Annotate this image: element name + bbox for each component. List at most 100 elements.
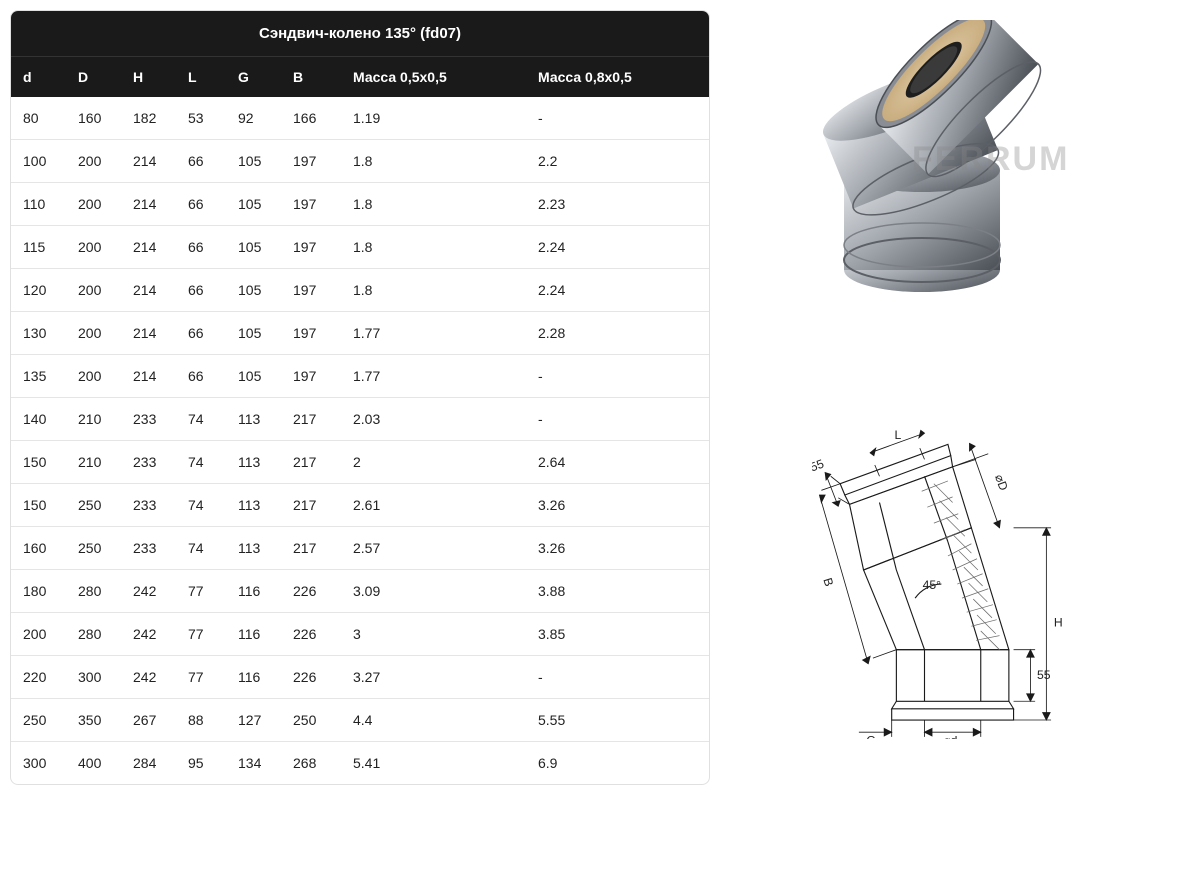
table-cell: 180 bbox=[11, 570, 66, 613]
table-cell: 135 bbox=[11, 355, 66, 398]
table-cell: 197 bbox=[281, 269, 341, 312]
table-cell: 197 bbox=[281, 226, 341, 269]
table-cell: 214 bbox=[121, 312, 176, 355]
table-cell: - bbox=[526, 97, 709, 140]
dimension-diagram: L 55 ⌀D B 45° H 55 ⌀d G bbox=[812, 420, 1112, 739]
table-cell: 3.88 bbox=[526, 570, 709, 613]
table-cell: 2.03 bbox=[341, 398, 526, 441]
table-cell: 220 bbox=[11, 656, 66, 699]
table-cell: 2.64 bbox=[526, 441, 709, 484]
table-cell: 200 bbox=[66, 355, 121, 398]
table-cell: 226 bbox=[281, 613, 341, 656]
table-cell: 242 bbox=[121, 613, 176, 656]
table-cell: 92 bbox=[226, 97, 281, 140]
table-cell: 105 bbox=[226, 183, 281, 226]
table-cell: 233 bbox=[121, 398, 176, 441]
product-image: FERRUM bbox=[812, 20, 1112, 300]
table-cell: 116 bbox=[226, 656, 281, 699]
table-cell: 160 bbox=[11, 527, 66, 570]
table-cell: 182 bbox=[121, 97, 176, 140]
table-row: 130200214661051971.772.28 bbox=[11, 312, 709, 355]
table-cell: 5.55 bbox=[526, 699, 709, 742]
table-cell: 210 bbox=[66, 441, 121, 484]
table-cell: 105 bbox=[226, 226, 281, 269]
dim-label-G: G bbox=[866, 733, 875, 738]
table-row: 180280242771162263.093.88 bbox=[11, 570, 709, 613]
table-cell: 226 bbox=[281, 570, 341, 613]
table-cell: 214 bbox=[121, 355, 176, 398]
dim-label-B: B bbox=[820, 576, 836, 588]
table-cell: 242 bbox=[121, 656, 176, 699]
table-row: 250350267881272504.45.55 bbox=[11, 699, 709, 742]
table-cell: 3.26 bbox=[526, 527, 709, 570]
table-cell: 105 bbox=[226, 312, 281, 355]
table-cell: 3 bbox=[341, 613, 526, 656]
table-cell: 120 bbox=[11, 269, 66, 312]
table-cell: 130 bbox=[11, 312, 66, 355]
table-row: 2002802427711622633.85 bbox=[11, 613, 709, 656]
table-cell: 100 bbox=[11, 140, 66, 183]
table-cell: 113 bbox=[226, 484, 281, 527]
table-cell: 2.24 bbox=[526, 269, 709, 312]
table-cell: 300 bbox=[66, 656, 121, 699]
table-cell: 2.57 bbox=[341, 527, 526, 570]
table-row: 300400284951342685.416.9 bbox=[11, 742, 709, 785]
table-row: 1502102337411321722.64 bbox=[11, 441, 709, 484]
table-cell: 116 bbox=[226, 613, 281, 656]
table-cell: 214 bbox=[121, 269, 176, 312]
table-cell: 250 bbox=[66, 527, 121, 570]
dim-label-55t: 55 bbox=[812, 457, 826, 475]
table-cell: - bbox=[526, 656, 709, 699]
table-cell: 200 bbox=[66, 226, 121, 269]
table-cell: 160 bbox=[66, 97, 121, 140]
table-cell: 1.8 bbox=[341, 226, 526, 269]
table-row: 150250233741132172.613.26 bbox=[11, 484, 709, 527]
table-cell: 197 bbox=[281, 140, 341, 183]
table-cell: 66 bbox=[176, 355, 226, 398]
table-cell: 214 bbox=[121, 183, 176, 226]
table-cell: 250 bbox=[281, 699, 341, 742]
table-cell: 268 bbox=[281, 742, 341, 785]
table-cell: 77 bbox=[176, 656, 226, 699]
table-cell: 113 bbox=[226, 441, 281, 484]
table-cell: 280 bbox=[66, 613, 121, 656]
table-cell: - bbox=[526, 398, 709, 441]
table-cell: 217 bbox=[281, 527, 341, 570]
table-cell: 66 bbox=[176, 140, 226, 183]
table-cell: 267 bbox=[121, 699, 176, 742]
col-header-d: d bbox=[11, 57, 66, 98]
table-cell: 150 bbox=[11, 441, 66, 484]
table-cell: 2.23 bbox=[526, 183, 709, 226]
table-cell: 3.85 bbox=[526, 613, 709, 656]
dim-label-L: L bbox=[895, 428, 902, 442]
spec-table: Сэндвич-колено 135° (fd07) d D H L G B М… bbox=[10, 10, 710, 785]
table-cell: 66 bbox=[176, 312, 226, 355]
table-row: 220300242771162263.27- bbox=[11, 656, 709, 699]
table-cell: 3.27 bbox=[341, 656, 526, 699]
table-cell: 66 bbox=[176, 226, 226, 269]
table-cell: 5.41 bbox=[341, 742, 526, 785]
table-row: 140210233741132172.03- bbox=[11, 398, 709, 441]
table-cell: 197 bbox=[281, 355, 341, 398]
table-cell: 134 bbox=[226, 742, 281, 785]
table-cell: 197 bbox=[281, 183, 341, 226]
col-header-L: L bbox=[176, 57, 226, 98]
table-cell: 233 bbox=[121, 441, 176, 484]
table-cell: 66 bbox=[176, 269, 226, 312]
table-cell: 2 bbox=[341, 441, 526, 484]
table-cell: 95 bbox=[176, 742, 226, 785]
table-cell: 233 bbox=[121, 527, 176, 570]
table-cell: 80 bbox=[11, 97, 66, 140]
table-cell: 105 bbox=[226, 355, 281, 398]
table-cell: 2.24 bbox=[526, 226, 709, 269]
dim-label-H: H bbox=[1054, 615, 1063, 629]
table-cell: 115 bbox=[11, 226, 66, 269]
table-cell: 140 bbox=[11, 398, 66, 441]
table-cell: 200 bbox=[11, 613, 66, 656]
table-cell: 2.61 bbox=[341, 484, 526, 527]
table-cell: 150 bbox=[11, 484, 66, 527]
table-cell: 217 bbox=[281, 441, 341, 484]
table-cell: 74 bbox=[176, 484, 226, 527]
col-header-mass05: Масса 0,5x0,5 bbox=[341, 57, 526, 98]
table-cell: 53 bbox=[176, 97, 226, 140]
